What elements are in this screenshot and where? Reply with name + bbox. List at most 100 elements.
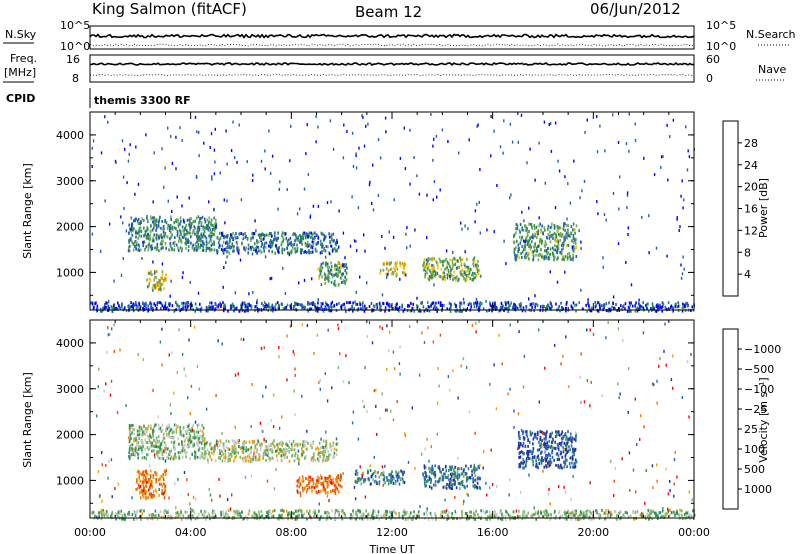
velocity-echo-cell: [253, 449, 256, 453]
power-echo-cell: [282, 236, 284, 240]
velocity-echo-cell: [281, 443, 284, 447]
velocity-echo-cell: [141, 448, 143, 452]
velocity-echo-cell: [461, 509, 463, 513]
power-echo-cell: [426, 260, 429, 264]
power-echo-cell: [460, 273, 462, 277]
velocity-echo-cell: [173, 423, 176, 427]
power-echo-cell: [156, 270, 158, 274]
power-echo-cell: [189, 227, 191, 231]
velocity-echo-cell: [294, 451, 297, 455]
power-echo-cell: [148, 277, 151, 281]
power-echo-cell: [554, 248, 557, 252]
power-echo-cell: [357, 307, 360, 311]
velocity-echo-cell: [466, 484, 468, 488]
velocity-echo-cell: [333, 447, 336, 451]
velocity-echo-cell: [254, 446, 257, 450]
velocity-echo-cell: [573, 509, 576, 513]
power-echo-cell: [280, 241, 283, 245]
power-echo-cell: [349, 307, 352, 311]
power-echo-cell: [246, 237, 249, 241]
power-echo-cell: [176, 218, 178, 222]
power-echo-cell: [164, 242, 167, 245]
power-noise-cell: [379, 156, 382, 160]
velocity-echo-cell: [308, 486, 311, 490]
velocity-echo-cell: [304, 443, 307, 447]
power-x-ticks: [89, 112, 695, 310]
velocity-echo-cell: [446, 517, 448, 521]
velocity-echo-cell: [545, 447, 548, 451]
velocity-echo-cell: [280, 440, 282, 444]
velocity-echo-cell: [153, 449, 155, 453]
power-noise-cell: [284, 292, 287, 295]
power-echo-cell: [528, 244, 530, 248]
velocity-echo-cell: [196, 455, 199, 459]
velocity-echo-cell: [131, 443, 134, 447]
velocity-echo-cell: [324, 448, 326, 452]
power-echo-cell: [458, 309, 460, 313]
power-noise-cell: [363, 233, 365, 237]
velocity-echo-cell: [138, 433, 141, 437]
velocity-echo-cell: [528, 456, 530, 460]
power-echo-cell: [439, 260, 442, 264]
power-echo-cell: [550, 233, 553, 237]
velocity-echo-cell: [156, 449, 158, 453]
power-echo-cell: [146, 278, 148, 282]
power-echo-cell: [522, 248, 525, 252]
power-echo-cell: [119, 307, 122, 311]
velocity-echo-cell: [450, 472, 452, 476]
power-echo-cell: [160, 233, 163, 237]
power-noise-cell: [142, 240, 144, 244]
power-noise-cell: [580, 288, 582, 292]
power-echo-cell: [322, 302, 324, 306]
power-echo-cell: [399, 261, 401, 265]
power-noise-cell: [234, 156, 236, 160]
velocity-echo-cell: [212, 452, 215, 456]
power-echo-cell: [536, 249, 539, 253]
power-noise-cell: [534, 178, 536, 182]
velocity-echo-cell: [170, 449, 172, 453]
power-echo-cell: [443, 274, 446, 278]
power-echo-cell: [229, 239, 231, 243]
power-echo-cell: [493, 306, 495, 310]
power-echo-cell: [256, 239, 258, 243]
power-echo-cell: [205, 309, 208, 313]
power-echo-cell: [464, 277, 466, 281]
velocity-echo-cell: [196, 434, 199, 438]
power-echo-cell: [328, 235, 331, 239]
power-echo-cell: [157, 288, 160, 291]
power-echo-cell: [312, 240, 315, 244]
power-echo-cell: [155, 224, 158, 227]
power-echo-cell: [157, 223, 160, 227]
velocity-echo-cell: [203, 439, 206, 443]
power-noise-cell: [344, 306, 346, 310]
power-noise-cell: [210, 307, 212, 311]
power-echo-cell: [154, 286, 156, 290]
power-echo-cell: [130, 216, 133, 220]
power-noise-cell: [648, 251, 650, 255]
velocity-echo-cell: [417, 510, 420, 514]
velocity-echo-cell: [248, 440, 251, 444]
power-echo-cell: [294, 247, 296, 251]
power-noise-cell: [128, 152, 130, 156]
velocity-echo-cell: [152, 475, 155, 479]
power-echo-cell: [101, 309, 103, 313]
power-echo-cell: [534, 234, 536, 238]
power-echo-cell: [199, 302, 201, 306]
velocity-echo-cell: [195, 430, 198, 434]
power-echo-cell: [564, 306, 567, 310]
power-echo-cell: [340, 265, 342, 269]
velocity-echo-cell: [149, 445, 152, 449]
power-echo-cell: [438, 257, 441, 261]
power-noise-cell: [384, 116, 387, 120]
velocity-echo-cell: [134, 514, 137, 517]
power-echo-cell: [245, 234, 247, 238]
power-echo-cell: [409, 309, 412, 313]
freq-tick-top: 16: [66, 53, 80, 66]
velocity-echo-cell: [186, 510, 188, 514]
velocity-echo-cell: [299, 491, 302, 495]
velocity-echo-cell: [211, 451, 213, 455]
power-noise-cell: [269, 171, 272, 175]
power-echo-cell: [206, 227, 209, 231]
power-noise-cell: [282, 266, 284, 270]
velocity-echo-cell: [219, 451, 221, 455]
